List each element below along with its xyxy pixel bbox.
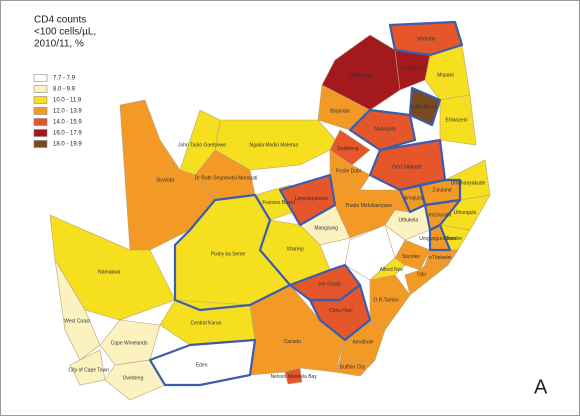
district <box>394 239 431 271</box>
legend-label: 7.7 - 7.9 <box>53 76 76 82</box>
legend-title: <100 cells/µL, <box>34 27 96 38</box>
district-label: Ugu <box>417 271 426 277</box>
legend-title: 2010/11, % <box>34 39 84 50</box>
district-label: Namakwa <box>98 269 120 275</box>
district-label: Mopani <box>437 72 453 78</box>
district-outline <box>428 223 452 252</box>
district-label: Ilembe <box>447 236 462 242</box>
district-label: West Coast <box>64 318 90 324</box>
district-label: Dr Ruth Segomotsi Mompati <box>195 175 258 181</box>
district-label: Umgungundlovu <box>419 236 456 242</box>
legend-label: 18.0 - 19.9 <box>53 142 82 148</box>
district-outline <box>148 338 257 387</box>
legend-swatch <box>33 74 48 82</box>
district-label: Sisonke <box>402 254 420 260</box>
panel-label: A <box>534 376 548 398</box>
district-label: Eden <box>196 362 208 368</box>
district-label: O.R.Tambo <box>373 297 399 303</box>
district-label: Chris Hani <box>329 308 352 314</box>
district-label: Buffalo City <box>340 364 366 370</box>
legend-label: 12.0 - 13.9 <box>53 109 82 115</box>
district-label: Gert Sibande <box>392 164 422 170</box>
legend-swatch <box>33 140 48 148</box>
district-label: Cape Winelands <box>111 340 148 346</box>
district-outline <box>173 193 292 312</box>
district-label: Nelson Mandela Bay <box>271 374 318 380</box>
district-label: Uthukela <box>398 218 418 224</box>
district-label: Amathole <box>352 339 373 345</box>
district-label: Mangaung <box>314 226 338 232</box>
district-label: Nkangala <box>374 126 395 132</box>
legend-swatch <box>33 118 48 126</box>
district-label: Sedibeng <box>337 146 358 152</box>
legend-title: CD4 counts <box>34 15 86 26</box>
legend-swatch <box>33 96 48 104</box>
district-label: eThekwini <box>429 255 452 261</box>
district-label: Sekhukhune <box>410 104 438 110</box>
district-label: Fezile Dabi <box>336 168 361 174</box>
district-label: Cacadu <box>284 339 301 345</box>
district-label: Frances Baard <box>262 200 295 206</box>
legend-swatch <box>33 129 48 137</box>
district-label: Ngaka Modiri Molema <box>250 142 299 148</box>
district-outline <box>278 173 337 227</box>
district-label: Joe Gqabi <box>318 281 341 287</box>
district-label: John Taolo Gaetsewe <box>178 142 226 148</box>
legend-label: 16.0 - 17.9 <box>53 131 82 137</box>
district-outline <box>418 178 462 207</box>
district-label: Central Karoo <box>191 320 222 326</box>
district-outline <box>308 283 372 342</box>
district <box>99 319 161 366</box>
district-label: Umkhanyakude <box>451 180 486 186</box>
district-label: Amajuba <box>404 195 424 201</box>
district-label: Ehlanzeni <box>446 117 468 123</box>
legend-swatch <box>33 107 48 115</box>
district-label: Bojanala <box>330 109 350 115</box>
district-outline <box>408 86 442 127</box>
district-label: Alfred Nzo <box>380 267 404 273</box>
district-label: Capricorn <box>402 66 424 72</box>
legend: CD4 counts<100 cells/µL,2010/11, % 7.7 - … <box>33 15 96 148</box>
district-map: Vhembe Waterberg Capricorn Mopani Sekhukhune… <box>49 20 491 401</box>
district-label: Vhembe <box>417 37 436 43</box>
district-label: Pixley ka Seme <box>211 251 246 257</box>
district-label: Waterberg <box>349 73 372 79</box>
district-label: Xhariep <box>286 246 303 252</box>
legend-label: 10.0 - 11.9 <box>53 98 82 104</box>
district <box>54 259 101 361</box>
district-label: Thabo Mofutsanyane <box>345 203 392 209</box>
district <box>179 109 221 176</box>
district <box>404 264 449 296</box>
district <box>439 94 477 146</box>
district-outline <box>348 108 417 152</box>
district-label: Lejweleputswa <box>295 196 328 202</box>
legend-label: 8.0 - 9.9 <box>53 87 76 93</box>
district-label: Zululand <box>432 187 451 193</box>
district-label: Overberg <box>123 375 144 381</box>
district <box>369 274 411 331</box>
district-label: City of Cape Town <box>69 367 110 373</box>
district-outline <box>388 20 464 57</box>
district <box>284 367 303 385</box>
district <box>334 359 376 377</box>
legend-swatch <box>33 85 48 93</box>
district-label: Umzinyathi <box>426 212 451 218</box>
legend-label: 14.0 - 15.9 <box>53 120 82 126</box>
district-label: Siyanda <box>156 177 174 183</box>
district-label: Uthungulu <box>454 210 477 216</box>
